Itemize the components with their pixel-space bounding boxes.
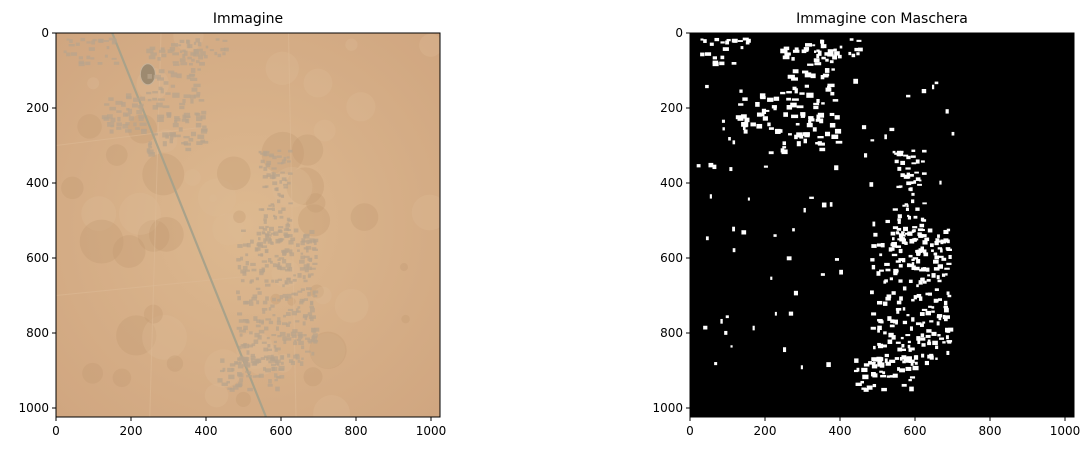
x-tick-label: 200 <box>120 424 143 438</box>
axes-frame <box>55 32 441 418</box>
x-tick-label: 0 <box>52 424 60 438</box>
x-tick-label: 800 <box>979 424 1002 438</box>
y-tick-label: 1000 <box>652 401 683 415</box>
x-tick-label: 400 <box>829 424 852 438</box>
x-tick-label: 800 <box>345 424 368 438</box>
satellite-image <box>56 33 440 417</box>
x-tick-label: 200 <box>754 424 777 438</box>
y-tick-label: 200 <box>26 101 49 115</box>
x-tick-label: 600 <box>270 424 293 438</box>
panel-title: Immagine <box>213 11 283 27</box>
y-tick-label: 1000 <box>18 401 49 415</box>
y-tick-label: 400 <box>26 176 49 190</box>
axes-frame <box>689 32 1075 418</box>
y-tick-label: 0 <box>675 26 683 40</box>
y-tick-label: 600 <box>26 251 49 265</box>
y-tick-label: 600 <box>660 251 683 265</box>
y-tick-label: 400 <box>660 176 683 190</box>
x-tick-label: 0 <box>686 424 694 438</box>
x-tick-label: 400 <box>195 424 218 438</box>
y-tick-label: 200 <box>660 101 683 115</box>
x-tick-label: 1000 <box>1050 424 1081 438</box>
panel-image: Immagine 0 200 400 600 800 100002004006008001… <box>18 11 446 438</box>
y-tick-label: 800 <box>26 326 49 340</box>
panel-title: Immagine con Maschera <box>796 11 968 27</box>
x-tick-label: 600 <box>904 424 927 438</box>
panel-mask: Immagine con Maschera 0 200 400 600 800 10000… <box>652 11 1080 438</box>
mask-image <box>690 33 1074 417</box>
y-tick-label: 800 <box>660 326 683 340</box>
x-tick-label: 1000 <box>416 424 447 438</box>
y-tick-label: 0 <box>41 26 49 40</box>
